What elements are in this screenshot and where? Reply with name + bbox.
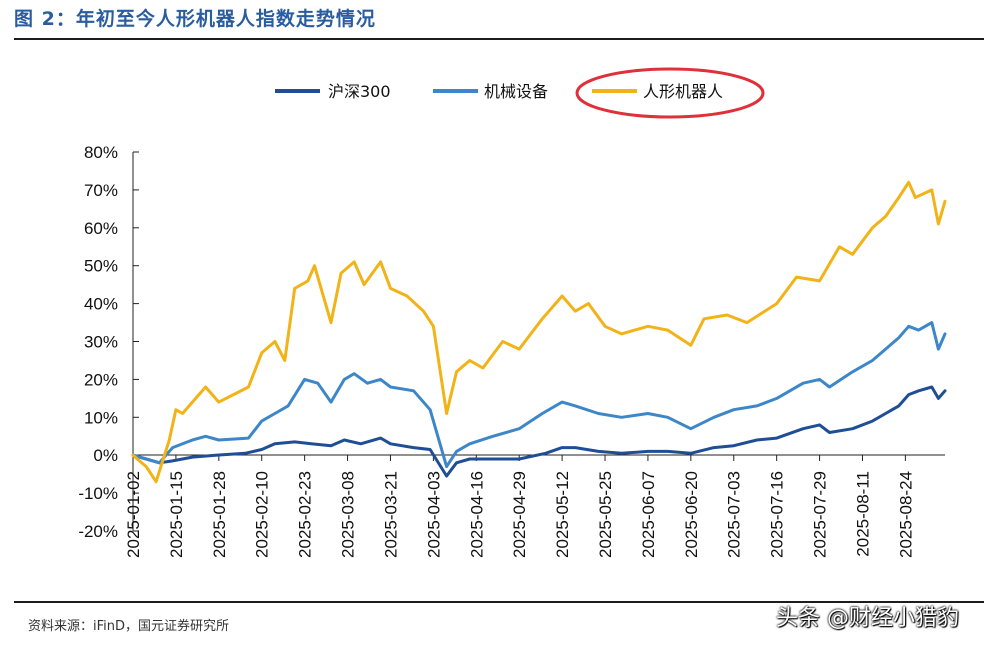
x-tick-label: 2025-06-20 (682, 471, 701, 558)
y-tick-label: 40% (84, 295, 118, 314)
x-tick-label: 2025-01-15 (167, 471, 186, 558)
axes: 80% 70% 60% 50% 40% 30% 20% 10% 0% -10% -20% 2025-0… (78, 143, 945, 558)
x-tick-label: 2025-08-11 (853, 471, 872, 557)
x-tick-label: 2025-03-08 (339, 471, 358, 558)
title-divider (14, 38, 984, 40)
x-tick-label: 2025-04-03 (424, 471, 443, 558)
y-tick-label: 70% (84, 181, 118, 200)
y-tick-label: 80% (84, 143, 118, 162)
x-tick-label: 2025-06-07 (639, 471, 658, 558)
x-tick-label: 2025-04-16 (467, 471, 486, 558)
line-chart: 沪深300 机械设备 人形机器人 80% 70% 60% 50% 40% 30% 20% 10% 0… (78, 67, 947, 558)
legend-label-2: 人形机器人 (643, 82, 723, 101)
y-tick-label: 60% (84, 219, 118, 238)
x-tick-label: 2025-01-28 (210, 471, 229, 558)
series-line-2 (131, 180, 947, 484)
x-tick-label: 2025-07-03 (725, 471, 744, 558)
y-tick-label: -20% (78, 522, 118, 541)
series-lines (131, 180, 947, 484)
y-tick-label: 30% (84, 333, 118, 352)
legend-label-0: 沪深300 (328, 82, 391, 101)
y-tick-label: -10% (78, 484, 118, 503)
y-tick-label: 10% (84, 408, 118, 427)
x-tick-label: 2025-03-21 (381, 471, 400, 558)
legend-label-1: 机械设备 (484, 82, 548, 101)
x-tick-label: 2025-05-25 (596, 471, 615, 558)
y-tick-label: 0% (93, 446, 118, 465)
bottom-divider (14, 601, 984, 603)
y-tick-label: 50% (84, 257, 118, 276)
x-tick-label: 2025-07-16 (768, 471, 787, 558)
series-line-0 (131, 385, 947, 478)
x-tick-label: 2025-07-29 (811, 471, 830, 558)
legend-highlight-ellipse (575, 67, 765, 119)
figure-title: 图 2：年初至今人形机器人指数走势情况 (14, 8, 376, 30)
watermark: 头条 @财经小猎豹 (776, 606, 959, 631)
source-note: 资料来源：iFinD，国元证券研究所 (28, 619, 230, 634)
y-tick-label: 20% (84, 370, 118, 389)
x-tick-label: 2025-02-10 (253, 471, 272, 558)
x-tick-label: 2025-02-23 (296, 471, 315, 558)
x-tick-label: 2025-05-12 (553, 471, 572, 558)
x-tick-label: 2025-01-02 (124, 471, 143, 558)
x-tick-label: 2025-08-24 (896, 471, 915, 558)
series-line-1 (131, 321, 947, 469)
legend: 沪深300 机械设备 人形机器人 (275, 67, 765, 119)
x-tick-label: 2025-04-29 (510, 471, 529, 558)
